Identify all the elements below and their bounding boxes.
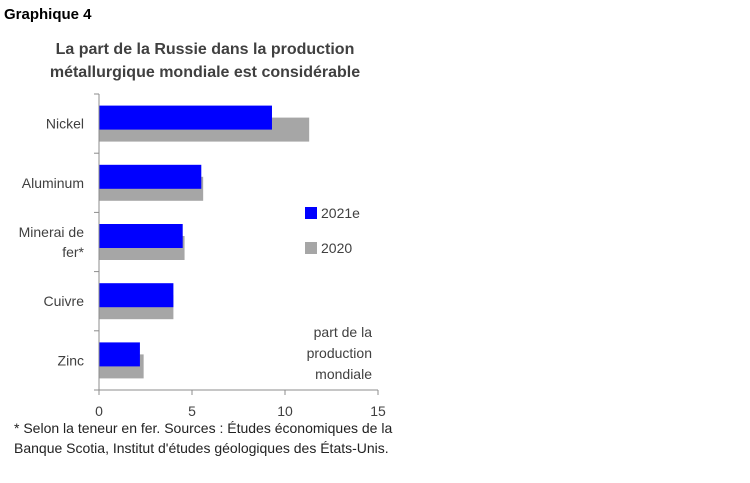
category-label: Minerai de [19,224,85,240]
bar-2021e-cuivre [99,283,174,308]
category-label: Zinc [58,352,84,368]
category-label: fer* [62,244,84,260]
category-label: Cuivre [44,293,85,309]
x-tick-label: 15 [370,403,386,419]
bar-2021e-nickel [99,105,272,130]
category-label: Nickel [46,116,84,132]
legend-swatch-2021e [305,207,317,219]
category-label: Aluminum [22,175,84,191]
chart-footnote: * Selon la teneur en fer. Sources : Étud… [14,420,393,456]
bar-2021e-zinc [99,342,140,367]
x-tick-label: 5 [188,403,196,419]
chart-title: La part de la Russie dans la production … [30,38,380,84]
unit-annotation: part de la [314,324,373,340]
chart-title-line-1: La part de la Russie dans la production [55,41,355,58]
bar-2021e-aluminum [99,164,202,189]
x-tick-label: 10 [277,403,293,419]
legend-label-2020: 2020 [321,240,352,256]
legend-swatch-2020 [305,242,317,254]
figure-label: Graphique 4 [4,6,92,23]
unit-annotation: mondiale [315,366,372,382]
bar-2021e-minerai-de-fer [99,224,183,248]
unit-annotation: production [307,345,372,361]
legend-label-2021e: 2021e [321,205,360,221]
x-tick-label: 0 [95,403,103,419]
chart-title-line-2: métallurgique mondiale est considérable [49,64,361,81]
